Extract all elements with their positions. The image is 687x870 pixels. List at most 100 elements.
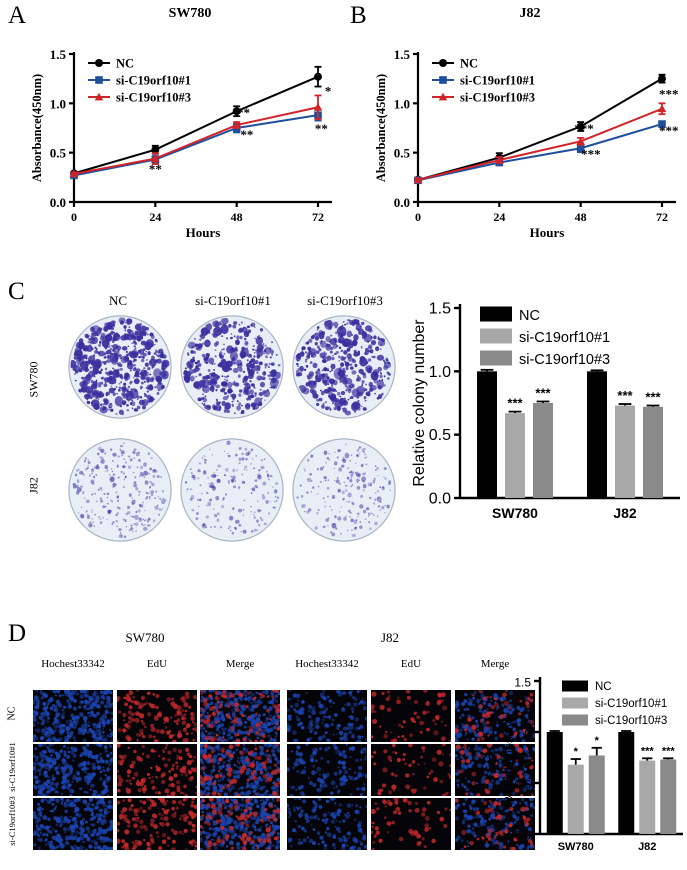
significance-marker: ** — [237, 105, 250, 120]
y-axis-label: Absorbance(450nm) — [374, 74, 388, 182]
micrograph-hoechst — [33, 744, 113, 796]
micrograph-merge — [200, 798, 280, 850]
legend-label: NC — [519, 308, 540, 324]
bar: *** — [639, 745, 656, 834]
legend-label: NC — [460, 57, 478, 71]
panel-a-chart: 0.0 0.5 1.0 1.5 0 24 48 72 Hours Absorbance(450nm… — [28, 40, 338, 240]
series-0 — [414, 73, 666, 184]
legend-item: NC — [562, 680, 612, 693]
micrograph-merge — [200, 744, 280, 796]
panel-c-letter: C — [8, 278, 25, 305]
legend-label: si-C19orf10#1 — [460, 74, 535, 88]
y-axis-label: % EdU positive — [501, 713, 516, 801]
legend-label: si-C19orf10#3 — [519, 352, 610, 368]
panel-b-svg: 0.0 0.5 1.0 1.5 0 24 48 72 Hours Absorbance(450nm… — [374, 47, 679, 240]
x-tick-label: 0 — [71, 210, 77, 224]
panel-d-col-header: Merge — [225, 658, 255, 670]
legend-item: si-C19orf10#1 — [88, 74, 191, 88]
bar — [477, 368, 497, 498]
micrograph-edu — [371, 690, 451, 742]
x-tick-label: 24 — [493, 210, 505, 224]
y-tick-label: 0.0 — [394, 195, 410, 210]
significance-marker: *** — [535, 385, 551, 400]
micrograph-edu — [371, 744, 451, 796]
legend-item: NC — [480, 306, 540, 324]
legend-item: si-C19orf10#3 — [88, 91, 191, 105]
micrograph-hoechst — [287, 798, 367, 850]
legend-item: si-C19orf10#1 — [480, 328, 610, 346]
y-axis-label: Absorbance(450nm) — [30, 74, 44, 182]
panel-b-title: J82 — [519, 6, 541, 21]
y-tick-label: 0.5 — [50, 146, 67, 161]
panel-b-chart: 0.0 0.5 1.0 1.5 0 24 48 72 Hours Absorbance(450nm… — [372, 40, 682, 240]
panel-d-col-header: Hochest33342 — [41, 658, 105, 670]
panel-d-col-header: EdU — [400, 658, 422, 670]
bar — [618, 730, 635, 834]
significance-marker: ** — [149, 161, 162, 176]
y-axis-label: Relative colony number — [411, 319, 428, 487]
significance-marker: *** — [581, 147, 601, 162]
panel-c-row-sw780: SW780 — [26, 361, 41, 398]
significance-marker: *** — [574, 121, 594, 136]
panel-d-col-header: Hochest33342 — [295, 658, 359, 670]
significance-marker: *** — [659, 86, 679, 101]
legend-item: si-C19orf10#3 — [562, 714, 667, 727]
y-tick-label: 1.5 — [429, 301, 451, 318]
panel-d-group-sw780: SW780 — [125, 630, 165, 645]
y-tick-label: 0.5 — [394, 146, 411, 161]
x-tick-label: 48 — [575, 210, 587, 224]
micrograph-merge — [200, 690, 280, 742]
bar: * — [588, 735, 605, 834]
micrograph-edu — [117, 744, 197, 796]
significance-marker: *** — [641, 745, 655, 757]
legend-label: NC — [116, 57, 134, 71]
legend-item: si-C19orf10#3 — [432, 91, 535, 105]
micrograph-hoechst — [287, 690, 367, 742]
y-tick-label: 0.0 — [429, 491, 451, 508]
legend-label: NC — [595, 681, 612, 693]
y-tick-label: 1.0 — [429, 364, 451, 381]
legend-label: si-C19orf10#3 — [116, 91, 191, 105]
x-tick-label: 0 — [415, 210, 421, 224]
panel-c-chart: 0.0 0.5 1.0 1.5 Relative colony number *** ***… — [408, 290, 686, 540]
significance-marker: ** — [240, 127, 253, 142]
panel-a-letter: A — [8, 2, 27, 29]
x-tick-label: 72 — [312, 210, 324, 224]
significance-marker: *** — [507, 396, 523, 411]
x-tick-label: 48 — [231, 210, 243, 224]
micrograph-hoechst — [287, 744, 367, 796]
panel-b-letter: B — [350, 2, 367, 29]
category-label: SW780 — [492, 505, 538, 521]
bar — [546, 730, 563, 834]
legend-item: si-C19orf10#1 — [562, 697, 667, 710]
legend-item: si-C19orf10#1 — [432, 74, 535, 88]
y-tick-label: 1.5 — [50, 47, 67, 62]
significance-marker: * — [325, 83, 332, 98]
x-axis-label: Hours — [186, 225, 221, 240]
series-0 — [70, 65, 322, 178]
legend-item: NC — [432, 57, 478, 71]
panel-d-letter: D — [8, 620, 27, 647]
panel-a-svg: 0.0 0.5 1.0 1.5 0 24 48 72 Hours Absorbance(450nm… — [30, 47, 332, 240]
panel-c-col-si1: si-C19orf10#1 — [195, 293, 271, 308]
legend-label: si-C19orf10#1 — [116, 74, 191, 88]
micrograph-edu — [371, 798, 451, 850]
panel-d-col-header: EdU — [146, 658, 168, 670]
panel-a-title: SW780 — [168, 6, 212, 21]
legend-item: NC — [88, 57, 134, 71]
y-tick-label: 1.0 — [50, 96, 66, 111]
bar: *** — [615, 388, 635, 498]
y-tick-label: 0.5 — [514, 778, 531, 792]
micrograph-merge — [455, 798, 535, 850]
y-tick-label: 1.0 — [394, 96, 410, 111]
significance-marker: *** — [659, 123, 679, 138]
bar: *** — [533, 385, 553, 498]
series-2 — [69, 94, 323, 178]
panel-d-chart: 0.0 0.5 1.0 1.5 % EdU positive * * SW780 *** *** J… — [500, 665, 687, 870]
legend-label: si-C19orf10#3 — [460, 91, 535, 105]
category-label: SW780 — [558, 841, 594, 853]
significance-marker: ** — [315, 121, 328, 136]
significance-marker: *** — [645, 390, 661, 405]
bar: *** — [643, 390, 663, 498]
